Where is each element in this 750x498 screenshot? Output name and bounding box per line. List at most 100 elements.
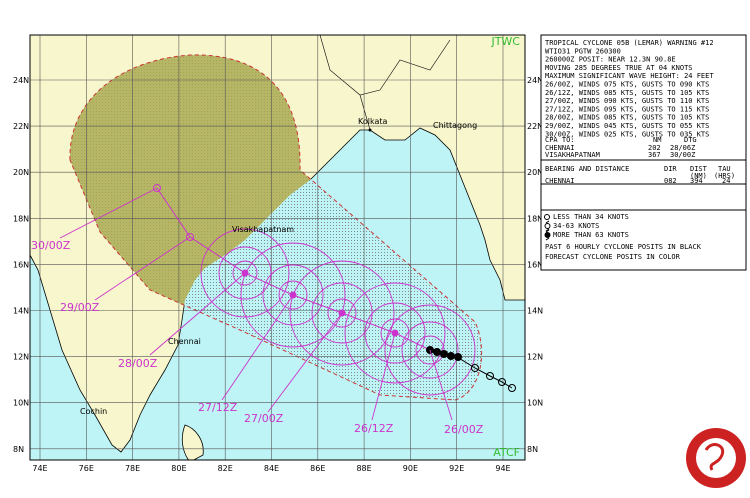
longitude-label: 88E xyxy=(356,464,371,473)
longitude-label: 90E xyxy=(403,464,418,473)
warning-line: 27/12Z, WINDS 095 KTS, GUSTS TO 115 KTS xyxy=(545,105,709,113)
warning-line: MAXIMUM SIGNIFICANT WAVE HEIGHT: 24 FEET xyxy=(545,72,714,80)
longitude-label: 92E xyxy=(449,464,464,473)
place-label: Kolkata xyxy=(358,117,387,126)
place-label: Visakhapatnam xyxy=(232,225,294,234)
bearing-units: (NM) xyxy=(690,172,707,180)
forecast-label: 26/12Z xyxy=(354,422,394,435)
logo xyxy=(686,428,746,488)
latitude-label: 10N xyxy=(13,399,29,408)
latitude-label: 12N xyxy=(13,353,29,362)
forecast-label: 27/12Z xyxy=(198,401,238,414)
forecast-label: 27/00Z xyxy=(244,412,284,425)
city-dot xyxy=(368,128,372,132)
longitude-label: 84E xyxy=(264,464,279,473)
bearing-header: DIR xyxy=(664,165,677,173)
legend-text: 34-63 KNOTS xyxy=(553,222,599,230)
longitude-label: 74E xyxy=(32,464,47,473)
latitude-label: 24N xyxy=(527,76,543,85)
longitude-label: 86E xyxy=(310,464,325,473)
map xyxy=(30,35,525,460)
latitude-label: 20N xyxy=(13,168,29,177)
warning-line: MOVING 285 DEGREES TRUE AT 04 KNOTS xyxy=(545,64,693,72)
leader-lines xyxy=(59,187,453,421)
panel-frame xyxy=(540,34,747,271)
latitude-label: 20N xyxy=(527,168,543,177)
logo-swirl xyxy=(704,443,725,471)
forecast-label: 26/00Z xyxy=(444,423,484,436)
cpa-cell: 30/00Z xyxy=(670,151,695,159)
latitude-label: 12N xyxy=(527,353,543,362)
latitude-label: 10N xyxy=(527,399,543,408)
latitude-label: 16N xyxy=(527,260,543,269)
warning-line: 260000Z POSIT: NEAR 12.3N 90.8E xyxy=(545,56,676,64)
forecast-label: 28/00Z xyxy=(118,357,158,370)
warning-line: 26/12Z, WINDS 085 KTS, GUSTS TO 105 KTS xyxy=(545,89,709,97)
danger-area-outline xyxy=(69,54,483,401)
legend-symbol xyxy=(544,229,551,241)
info-panel: TROPICAL CYCLONE 05B (LEMAR) WARNING #12… xyxy=(540,34,747,271)
bearing-cell: 082 xyxy=(664,177,677,185)
bearing-units: (HRS) xyxy=(714,172,735,180)
sri-lanka xyxy=(181,424,204,460)
bearing-header: DIST xyxy=(690,165,708,173)
cpa-header: NM xyxy=(653,136,661,144)
warning-line: 30/00Z, WINDS 025 KTS, GUSTS TO 035 KTS xyxy=(545,130,709,138)
longitude-label: 80E xyxy=(171,464,186,473)
warning-line: 29/00Z, WINDS 045 KTS, GUSTS TO 055 KTS xyxy=(545,122,709,130)
latitude-label: 22N xyxy=(527,122,543,131)
forecast-label: 30/00Z xyxy=(31,239,71,252)
borders xyxy=(319,35,451,131)
latitude-label: 18N xyxy=(13,214,29,223)
latitude-label: 8N xyxy=(13,445,24,454)
wind-radii xyxy=(200,228,476,396)
forecast-label: 29/00Z xyxy=(60,301,100,314)
latitude-label: 24N xyxy=(13,76,29,85)
warning-line: 28/00Z, WINDS 085 KTS, GUSTS TO 105 KTS xyxy=(545,114,709,122)
warning-line: 26/00Z, WINDS 075 KTS, GUSTS TO 090 KTS xyxy=(545,81,709,89)
forecast-weak-posits xyxy=(153,184,194,241)
place-label: Chittagong xyxy=(433,121,477,130)
warning-line: 27/00Z, WINDS 090 KTS, GUSTS TO 110 KTS xyxy=(545,97,709,105)
longitude-label: 94E xyxy=(495,464,510,473)
warning-line: TROPICAL CYCLONE 05B (LEMAR) WARNING #12 xyxy=(545,39,714,47)
place-label: Cochin xyxy=(80,407,107,416)
bearing-header: TAU xyxy=(718,165,731,173)
bearing-cell: CHENNAI xyxy=(545,177,575,185)
cpa-header: DTG xyxy=(684,136,697,144)
agency-top: JTWC xyxy=(490,35,520,48)
cpa-header: CPA TO: xyxy=(545,136,575,144)
place-label: Chennai xyxy=(168,337,201,346)
grid xyxy=(30,35,525,460)
latitude-label: 14N xyxy=(527,307,543,316)
latitude-label: 8N xyxy=(527,445,538,454)
bearing-header: BEARING AND DISTANCE xyxy=(545,165,629,173)
cpa-cell: 202 xyxy=(648,144,661,152)
latitude-label: 22N xyxy=(13,122,29,131)
legend-text: FORECAST CYCLONE POSITS IN COLOR xyxy=(545,253,681,261)
bearing-cell: 24 xyxy=(722,177,730,185)
past-weak-posits xyxy=(471,364,516,392)
latitude-label: 18N xyxy=(527,214,543,223)
map-frame xyxy=(29,34,526,461)
cpa-cell: 367 xyxy=(648,151,661,159)
bearing-cell: 394 xyxy=(690,177,703,185)
legend-text: LESS THAN 34 KNOTS xyxy=(553,213,629,221)
longitude-label: 82E xyxy=(218,464,233,473)
legend-text: MORE THAN 63 KNOTS xyxy=(553,231,629,239)
longitude-label: 78E xyxy=(125,464,140,473)
axis-labels: 74E 76E 78E 80E 82E 84E 86E 88E 90E 92E 94E 24N 24N 2… xyxy=(13,76,543,473)
longitude-label: 76E xyxy=(79,464,94,473)
legend-symbol xyxy=(544,220,551,232)
cpa-cell: VISAKHAPATNAM xyxy=(545,151,600,159)
cpa-cell: CHENNAI xyxy=(545,144,575,152)
warning-line: WTIO31 PGTW 260300 xyxy=(545,47,621,55)
legend-symbol xyxy=(544,214,550,220)
latitude-label: 14N xyxy=(13,307,29,316)
agency-bottom: ATCF xyxy=(493,446,520,459)
cpa-cell: 28/06Z xyxy=(670,144,695,152)
latitude-label: 16N xyxy=(13,260,29,269)
legend-text: PAST 6 HOURLY CYCLONE POSITS IN BLACK xyxy=(545,243,702,251)
